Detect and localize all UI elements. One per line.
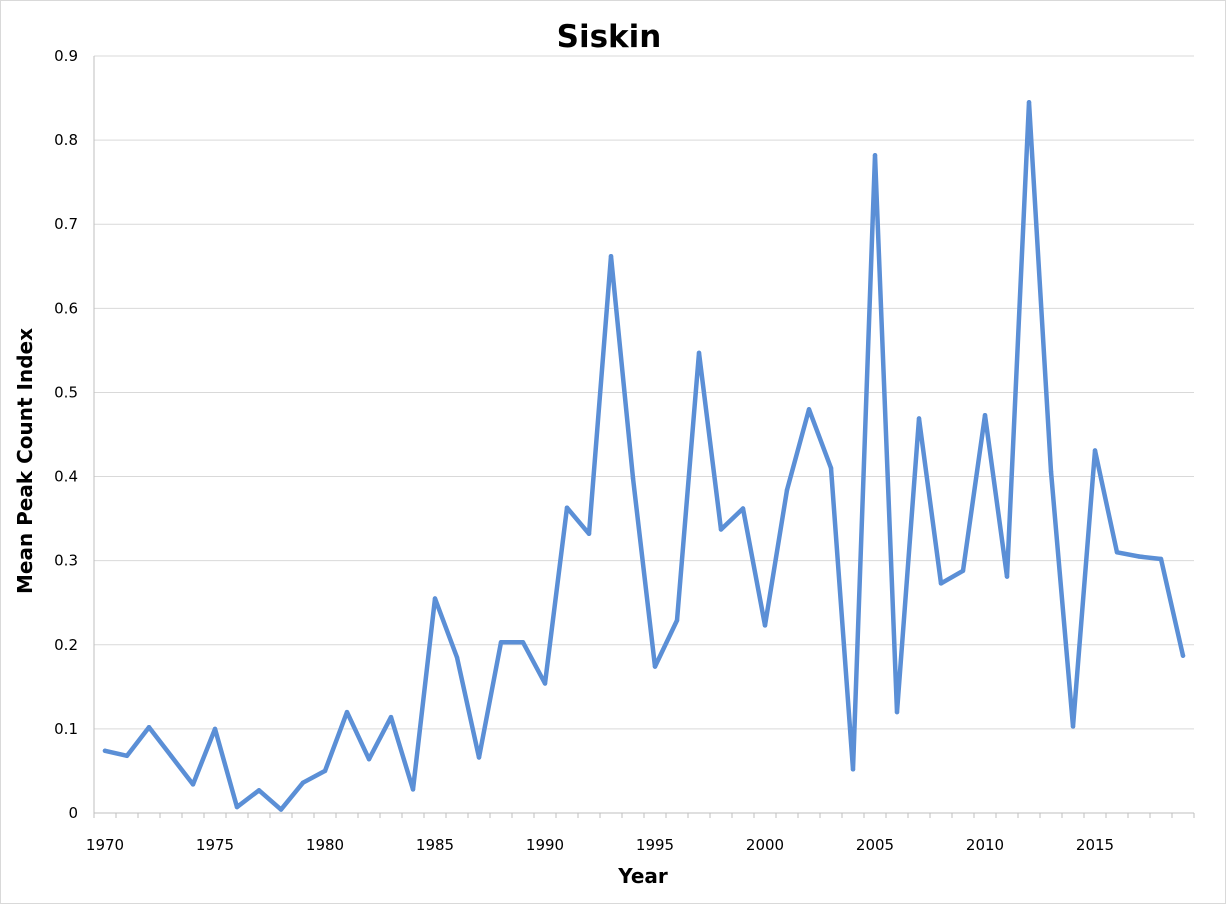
data-point (168, 753, 174, 758)
data-point (476, 755, 482, 760)
data-point (630, 476, 636, 481)
x-tick-label: 2010 (966, 836, 1004, 854)
data-point (784, 487, 790, 493)
x-tick-label: 1980 (306, 836, 344, 854)
data-point (762, 623, 768, 628)
data-point (1136, 554, 1142, 559)
data-point (608, 254, 614, 259)
data-point (366, 757, 372, 762)
series-line (102, 100, 1186, 812)
data-point (498, 640, 504, 645)
data-point (256, 788, 262, 793)
data-point (212, 726, 218, 732)
data-point (388, 714, 394, 720)
data-point (1070, 724, 1076, 729)
data-point (872, 153, 878, 158)
y-tick-label: 0.8 (54, 131, 78, 149)
data-point (806, 407, 812, 412)
data-point (696, 350, 702, 356)
x-tick-label: 2015 (1076, 836, 1114, 854)
x-tick-labels: 1970 1975 1980 1985 1990 1995 2000 2005 2010 2015 (86, 836, 1114, 854)
x-axis-title: Year (617, 864, 668, 888)
data-point (674, 618, 680, 623)
data-point (982, 413, 988, 418)
data-point (850, 767, 856, 772)
data-point (542, 681, 548, 686)
data-point (520, 640, 526, 645)
data-point (322, 768, 328, 774)
y-tick-label: 0.3 (54, 552, 78, 570)
data-point (1026, 100, 1032, 105)
data-point (916, 416, 922, 421)
data-point (1092, 448, 1098, 453)
y-tick-label: 0 (68, 804, 78, 822)
data-point (564, 505, 570, 510)
data-point (740, 506, 746, 511)
y-axis-title: Mean Peak Count Index (13, 328, 37, 594)
y-tick-label: 0.9 (54, 47, 78, 65)
data-point (124, 753, 130, 758)
data-point (652, 664, 658, 669)
data-point (1114, 550, 1120, 555)
data-point (278, 807, 284, 812)
data-point (234, 804, 240, 810)
y-tick-label: 0.1 (54, 720, 78, 738)
y-tick-label: 0.4 (54, 468, 78, 486)
data-point (102, 748, 108, 753)
data-point (1180, 653, 1186, 658)
x-tick-label: 1975 (196, 836, 234, 854)
data-point (1048, 469, 1054, 474)
data-point (938, 581, 944, 586)
x-tick-label: 1985 (416, 836, 454, 854)
data-point (718, 527, 724, 532)
data-point (190, 782, 196, 787)
x-tick-label: 2000 (746, 836, 784, 854)
y-tick-labels: 0 0.1 0.2 0.3 0.4 0.5 0.6 0.7 0.8 0.9 (54, 47, 78, 822)
data-point (146, 725, 152, 730)
y-tick-label: 0.6 (54, 299, 78, 317)
data-point (454, 655, 460, 660)
y-tick-label: 0.2 (54, 636, 78, 654)
data-point (1158, 556, 1164, 562)
series-group (102, 100, 1186, 812)
data-point (960, 568, 966, 573)
chart-title: Siskin (557, 19, 662, 55)
y-tick-label: 0.7 (54, 215, 78, 233)
data-point (432, 596, 438, 601)
data-point (410, 787, 416, 792)
x-tick-label: 1995 (636, 836, 674, 854)
gridlines (94, 55, 1194, 730)
axes (93, 56, 1195, 818)
data-point (300, 780, 306, 785)
data-point (828, 465, 834, 471)
x-tick-label: 1970 (86, 836, 124, 854)
x-tick-label: 1990 (526, 836, 564, 854)
x-tick-label: 2005 (856, 836, 894, 854)
data-point (344, 709, 350, 715)
data-point (1004, 574, 1010, 579)
y-tick-label: 0.5 (54, 383, 78, 401)
data-point (894, 709, 900, 715)
data-point (586, 531, 592, 536)
